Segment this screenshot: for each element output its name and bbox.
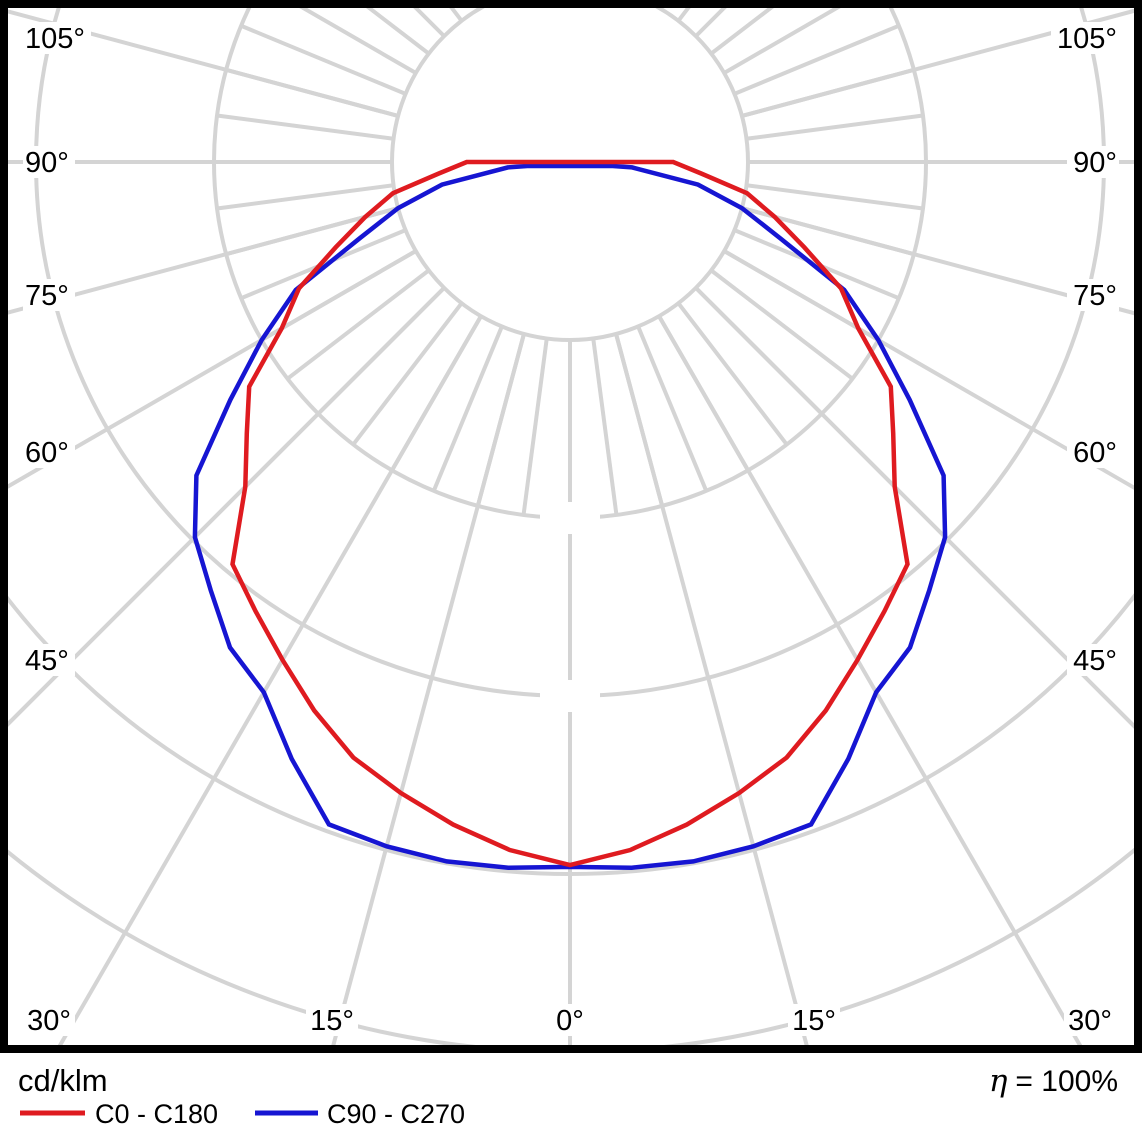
angle-label: 75° (1073, 280, 1117, 312)
angle-labels: 105° 90° 75° 60° 45° 105° 90° 75° 60° 45° 30° 15° 0°… (23, 22, 1119, 1037)
angle-label: 60° (25, 437, 69, 469)
intensity-curves (192, 159, 948, 870)
angle-label: 0° (556, 1005, 584, 1037)
legend-label-c90-c270: C90 - C270 (327, 1099, 465, 1129)
curve-c90-c270 (192, 163, 948, 870)
efficiency-label: η = 100% (989, 1063, 1118, 1099)
radial-unit-label: cd/klm (18, 1063, 108, 1098)
angle-label: 90° (25, 147, 69, 179)
angle-label: 105° (25, 23, 85, 55)
angle-label: 60° (1073, 437, 1117, 469)
angle-label: 30° (27, 1005, 71, 1037)
angle-label: 15° (792, 1005, 836, 1037)
angle-label: 30° (1068, 1005, 1112, 1037)
angle-label: 45° (25, 645, 69, 677)
angle-label: 45° (1073, 645, 1117, 677)
legend-label-c0-c180: C0 - C180 (95, 1099, 218, 1129)
legend: cd/klm C0 - C180 C90 - C270 η = 100% (18, 1063, 1118, 1129)
curve-c0-c180 (230, 159, 910, 868)
angle-label: 90° (1073, 147, 1117, 179)
ring-label-gaps (540, 502, 600, 712)
angle-label: 105° (1057, 23, 1117, 55)
plot-border (0, 0, 1142, 1053)
angle-label: 75° (25, 280, 69, 312)
angle-label: 15° (310, 1005, 354, 1037)
